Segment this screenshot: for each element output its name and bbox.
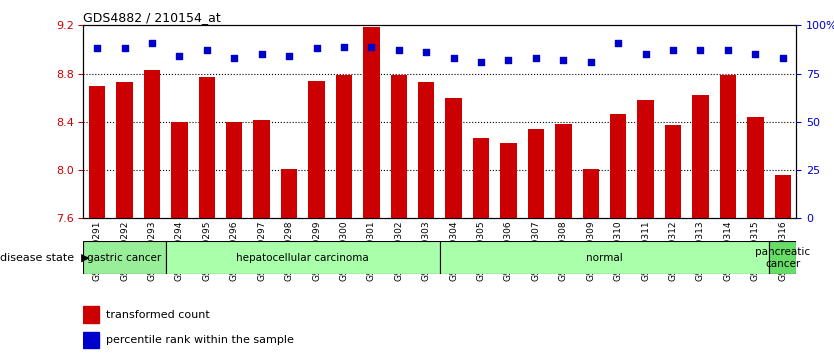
Point: [666, 48, 680, 53]
Bar: [281, 168, 297, 218]
Point: [200, 48, 214, 53]
Bar: [665, 125, 681, 218]
Point: [721, 48, 735, 53]
Point: [611, 40, 625, 46]
Bar: [83, 332, 99, 348]
Bar: [473, 138, 490, 218]
Bar: [166, 241, 440, 274]
Bar: [116, 82, 133, 218]
Bar: [747, 117, 764, 218]
Bar: [720, 75, 736, 218]
Point: [337, 44, 350, 49]
Point: [749, 51, 762, 57]
Point: [584, 59, 597, 65]
Point: [502, 57, 515, 63]
Text: disease state  ▶: disease state ▶: [0, 253, 89, 263]
Text: gastric cancer: gastric cancer: [88, 253, 162, 263]
Bar: [309, 81, 324, 218]
Point: [776, 55, 790, 61]
Text: percentile rank within the sample: percentile rank within the sample: [106, 335, 294, 345]
Point: [556, 57, 570, 63]
Point: [310, 46, 324, 52]
Text: transformed count: transformed count: [106, 310, 210, 319]
Bar: [83, 241, 166, 274]
Bar: [500, 143, 517, 218]
Bar: [83, 306, 99, 323]
Bar: [445, 98, 462, 218]
Point: [530, 55, 543, 61]
Text: hepatocellular carcinoma: hepatocellular carcinoma: [236, 253, 369, 263]
Point: [283, 53, 296, 59]
Bar: [555, 124, 571, 218]
Text: pancreatic
cancer: pancreatic cancer: [756, 247, 811, 269]
Bar: [418, 82, 435, 218]
Bar: [226, 122, 243, 218]
Point: [392, 48, 405, 53]
Bar: [336, 75, 352, 218]
Point: [90, 46, 103, 52]
Point: [145, 40, 158, 46]
Bar: [528, 129, 544, 218]
Point: [639, 51, 652, 57]
Bar: [582, 168, 599, 218]
Bar: [198, 77, 215, 218]
Bar: [143, 70, 160, 218]
Bar: [440, 241, 769, 274]
Point: [118, 46, 131, 52]
Text: normal: normal: [586, 253, 623, 263]
Bar: [171, 122, 188, 218]
Point: [173, 53, 186, 59]
Bar: [769, 241, 796, 274]
Point: [694, 48, 707, 53]
Point: [447, 55, 460, 61]
Point: [420, 49, 433, 55]
Point: [364, 44, 378, 49]
Point: [475, 59, 488, 65]
Bar: [363, 26, 379, 218]
Bar: [610, 114, 626, 218]
Text: GDS4882 / 210154_at: GDS4882 / 210154_at: [83, 11, 221, 24]
Bar: [390, 75, 407, 218]
Bar: [692, 95, 709, 218]
Point: [255, 51, 269, 57]
Bar: [89, 86, 105, 218]
Point: [228, 55, 241, 61]
Bar: [637, 100, 654, 218]
Bar: [254, 121, 270, 218]
Bar: [775, 175, 791, 218]
